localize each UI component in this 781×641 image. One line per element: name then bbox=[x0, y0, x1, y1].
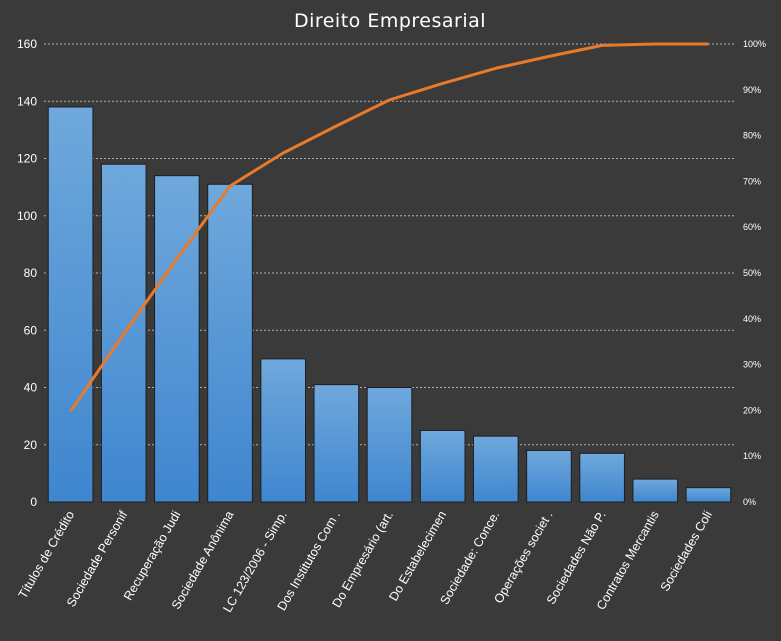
x-tick-label: Do Estabelecimen bbox=[386, 508, 449, 603]
line-layer bbox=[69, 42, 709, 413]
x-tick-label: Do Empresário (art. bbox=[329, 509, 396, 610]
y-tick-label: 140 bbox=[17, 94, 37, 108]
bar bbox=[685, 487, 732, 503]
bar bbox=[526, 449, 572, 503]
y-tick-label: 160 bbox=[17, 37, 37, 51]
grid-layer bbox=[44, 43, 735, 446]
x-tick-label: Operações societ . bbox=[491, 509, 555, 606]
y2-tick-label: 40% bbox=[743, 314, 761, 324]
bar bbox=[632, 478, 679, 503]
chart-title: Direito Empresarial bbox=[294, 10, 486, 32]
y-tick-label: 40 bbox=[24, 381, 38, 395]
axis-layer: 0 20 40 60 80 100 120 140 160 0% 10% 20% 30% 40% 50% 60… bbox=[17, 37, 766, 509]
y-tick-label: 0 bbox=[30, 495, 37, 509]
y-tick-label: 100 bbox=[17, 209, 37, 223]
y2-tick-label: 20% bbox=[743, 405, 761, 415]
y-tick-label: 60 bbox=[24, 323, 38, 337]
y2-tick-label: 50% bbox=[743, 268, 761, 278]
bar bbox=[472, 435, 519, 503]
bar bbox=[579, 452, 625, 503]
bar bbox=[260, 358, 307, 503]
bar-layer bbox=[47, 106, 732, 503]
y-tick-label: 80 bbox=[24, 266, 38, 280]
y2-tick-label: 30% bbox=[743, 360, 761, 370]
y2-tick-label: 0% bbox=[743, 497, 756, 507]
cumulative-line bbox=[69, 42, 709, 413]
x-tick-label: Sociedade Personif bbox=[64, 508, 131, 609]
bar bbox=[47, 106, 94, 503]
bar bbox=[366, 387, 413, 503]
bar bbox=[154, 175, 200, 503]
y2-tick-label: 90% bbox=[743, 85, 761, 95]
y-tick-label: 20 bbox=[24, 438, 38, 452]
y2-tick-label: 60% bbox=[743, 222, 761, 232]
y2-tick-label: 10% bbox=[743, 451, 761, 461]
x-tick-label: Sociedades Não P. bbox=[544, 509, 609, 607]
y-tick-label: 120 bbox=[17, 152, 37, 166]
y2-tick-label: 100% bbox=[743, 39, 766, 49]
x-tick-label: Recuperação Judi bbox=[121, 509, 184, 603]
x-tick-label: Sociedades Coli bbox=[658, 509, 715, 594]
x-tick-label: Contratos Mercantis bbox=[594, 509, 662, 613]
y2-tick-label: 80% bbox=[743, 131, 761, 141]
bar bbox=[419, 429, 466, 503]
y2-tick-label: 70% bbox=[743, 176, 761, 186]
x-tick-label: Títulos de Crédito bbox=[16, 508, 77, 600]
bar bbox=[207, 183, 253, 503]
bar bbox=[313, 384, 360, 503]
x-tick-label: Sociedade: Conce. bbox=[437, 509, 502, 607]
